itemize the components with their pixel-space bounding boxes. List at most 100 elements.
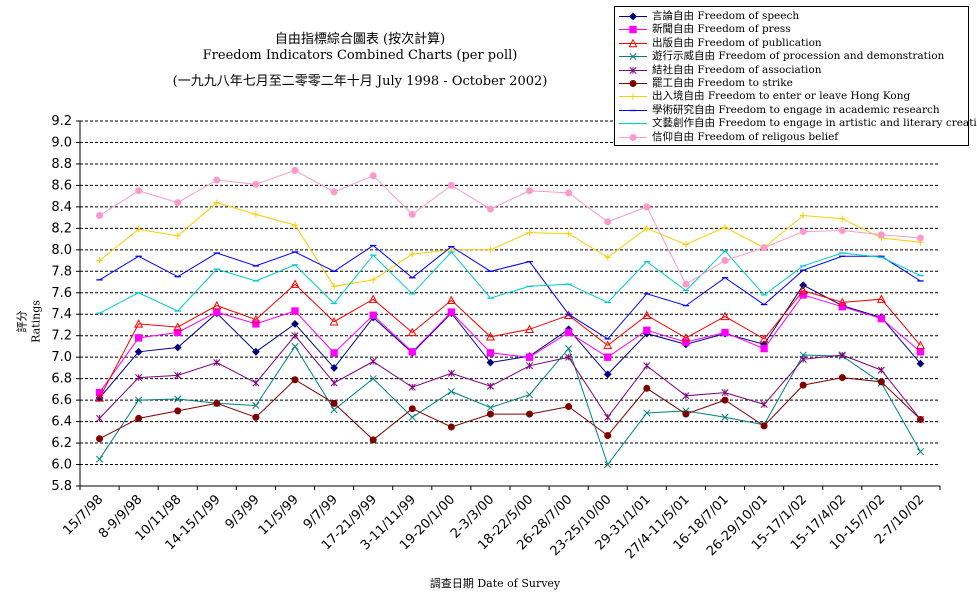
data-point	[96, 257, 103, 264]
data-point	[174, 371, 182, 379]
data-point	[760, 244, 768, 252]
data-point	[447, 423, 455, 431]
data-point	[629, 80, 637, 87]
data-point	[629, 133, 637, 141]
legend-item: 言論自由 Freedom of speech	[615, 10, 968, 23]
series-line	[99, 345, 921, 466]
data-point	[799, 212, 807, 219]
data-point	[629, 93, 637, 101]
series-line	[99, 294, 921, 393]
series-8	[96, 244, 924, 340]
data-point	[174, 407, 182, 415]
chart-legend: 言論自由 Freedom of speech 新聞自由 Freedom of pr…	[614, 6, 977, 146]
data-point	[369, 436, 377, 444]
data-point	[525, 353, 534, 361]
data-point	[643, 362, 651, 370]
y-tick-label: 7.4	[51, 307, 72, 322]
legend-item: 出入境自由 Freedom to enter or leave Hong Kon…	[615, 90, 968, 103]
data-point	[916, 359, 925, 368]
legend-swatch	[619, 123, 647, 125]
data-point	[329, 316, 339, 326]
data-point	[213, 176, 221, 184]
data-point	[642, 310, 652, 320]
data-point	[721, 328, 729, 337]
data-point	[565, 345, 573, 353]
data-point	[629, 26, 637, 34]
data-point	[290, 279, 300, 288]
data-point	[174, 328, 182, 337]
data-point	[173, 343, 182, 352]
legend-label: 出入境自由 Freedom to enter or leave Hong Kon…	[652, 90, 911, 103]
data-point	[408, 413, 416, 421]
data-point	[252, 320, 260, 328]
data-point	[916, 348, 925, 356]
data-point	[95, 414, 104, 422]
series-lines	[95, 166, 925, 469]
data-point	[721, 224, 729, 231]
data-point	[839, 215, 846, 222]
y-tick-labels: 5.8 6.0 6.2 6.4 6.6 6.8 7.0 7.2 7.4 7.6 7.8 8.0 8.2 8…	[51, 114, 72, 494]
data-point	[252, 347, 260, 356]
data-point	[916, 234, 924, 242]
data-point	[486, 404, 495, 412]
data-point	[721, 413, 729, 421]
data-point	[643, 203, 651, 211]
data-point	[95, 455, 104, 463]
legend-swatch	[619, 80, 647, 87]
data-point	[682, 410, 690, 418]
data-point	[291, 319, 299, 328]
data-point	[96, 435, 104, 443]
data-point	[368, 294, 378, 303]
data-point	[565, 189, 573, 197]
legend-swatch	[619, 93, 647, 101]
y-tick-label: 7.6	[51, 286, 72, 301]
data-point	[629, 12, 637, 21]
series-10	[96, 166, 924, 288]
legend-label: 文藝創作自由 Freedom to engage in artistic and…	[652, 117, 977, 130]
data-point	[408, 405, 416, 413]
series-line	[99, 283, 921, 399]
data-point	[447, 181, 455, 189]
data-point	[720, 311, 730, 321]
data-point	[291, 342, 299, 350]
y-tick-label: 8.0	[51, 243, 72, 258]
legend-item: 遊行示威自由 Freedom of procession and demonst…	[615, 50, 968, 63]
legend-item: 文藝創作自由 Freedom to engage in artistic and…	[615, 117, 977, 130]
legend-item: 出版自由 Freedom of publication	[615, 37, 968, 50]
data-point	[291, 307, 299, 315]
data-point	[407, 327, 417, 337]
data-point	[330, 188, 338, 196]
y-tick-label: 6.0	[51, 458, 72, 473]
chart-subtitle-date-range: (一九九八年七月至二零零二年十月 July 1998 - October 200…	[172, 74, 548, 89]
data-point	[643, 326, 651, 335]
data-point	[330, 283, 338, 290]
data-point	[330, 364, 338, 372]
data-point	[213, 399, 221, 407]
series-line	[99, 334, 921, 420]
legend-item: 學術研究自由 Freedom to engage in academic res…	[615, 104, 968, 117]
data-point	[877, 366, 885, 374]
legend-label: 出版自由 Freedom of publication	[652, 36, 822, 49]
y-tick-label: 7.2	[51, 329, 72, 344]
legend-swatch	[619, 53, 647, 61]
y-tick-label: 9.0	[51, 135, 72, 150]
chart-title: 自由指標綜合圖表 (按次計算)	[274, 32, 446, 47]
legend-swatch	[619, 12, 647, 21]
data-point	[643, 225, 651, 232]
legend-swatch	[619, 26, 647, 34]
y-tick-label: 7.0	[51, 350, 72, 365]
data-point	[134, 347, 143, 356]
series-line	[99, 250, 921, 314]
legend-label: 信仰自由 Freedom of religous belief	[652, 130, 839, 143]
data-point	[486, 205, 494, 213]
data-point	[721, 389, 729, 397]
data-point	[487, 246, 494, 254]
data-point	[604, 254, 611, 261]
data-point	[213, 358, 221, 367]
data-point	[877, 314, 886, 323]
legend-item: 信仰自由 Freedom of religous belief	[615, 131, 968, 144]
series-line	[99, 169, 921, 285]
legend-label: 學術研究自由 Freedom to engage in academic res…	[652, 103, 940, 116]
data-point	[916, 448, 925, 456]
data-point	[838, 374, 846, 382]
